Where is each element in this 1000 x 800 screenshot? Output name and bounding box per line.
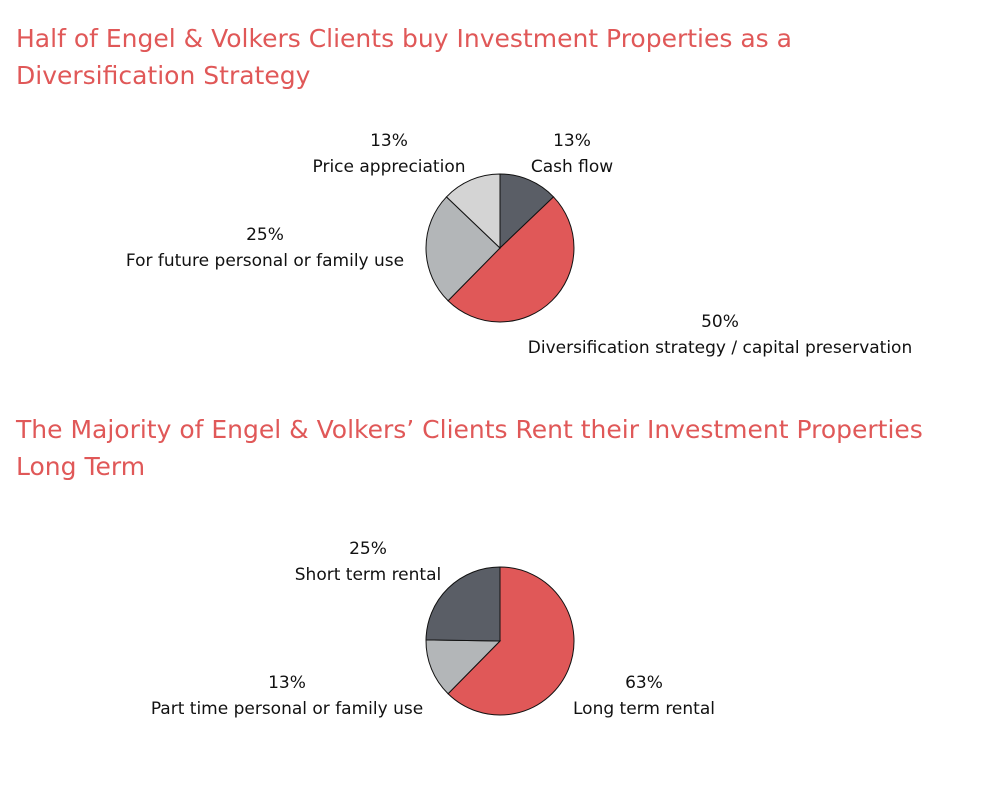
slice-category-label: Diversification strategy / capital prese… — [528, 338, 912, 358]
pie-slice-part-time-personal-or-family-use — [425, 639, 502, 695]
pie-chart-purchase-reasons: 13% Cash flow 50% Diversification strategy … — [126, 131, 912, 358]
pie-chart-rental-usage: 63% Long term rental 13% Part time personal… — [151, 539, 715, 719]
slice-category-label: Long term rental — [573, 699, 715, 719]
slice-category-label: Price appreciation — [313, 157, 466, 177]
slice-percent-label: 50% — [701, 312, 739, 332]
slice-percent-label: 25% — [246, 225, 284, 245]
slice-category-label: For future personal or family use — [126, 251, 404, 271]
slice-percent-label: 13% — [370, 131, 408, 151]
slice-category-label: Short term rental — [295, 565, 441, 585]
chart-title-diversification: Half of Engel & Volkers Clients buy Inve… — [16, 24, 792, 90]
pie-slice-long-term-rental — [447, 566, 575, 716]
slice-category-label: Part time personal or family use — [151, 699, 423, 719]
pie-slice-price-appreciation — [445, 173, 501, 250]
pie-slice-diversification-strategy-capital-preservation — [447, 196, 575, 323]
pie-slice-short-term-rental — [425, 566, 501, 642]
slice-percent-label: 63% — [625, 673, 663, 693]
pie-slice-cash-flow — [499, 173, 555, 250]
slice-percent-label: 13% — [553, 131, 591, 151]
slice-percent-label: 13% — [268, 673, 306, 693]
chart-title-rental: The Majority of Engel & Volkers’ Clients… — [16, 415, 923, 481]
slice-percent-label: 25% — [349, 539, 387, 559]
slice-category-label: Cash flow — [531, 157, 613, 177]
pie-slice-for-future-personal-or-family-use — [425, 196, 501, 302]
